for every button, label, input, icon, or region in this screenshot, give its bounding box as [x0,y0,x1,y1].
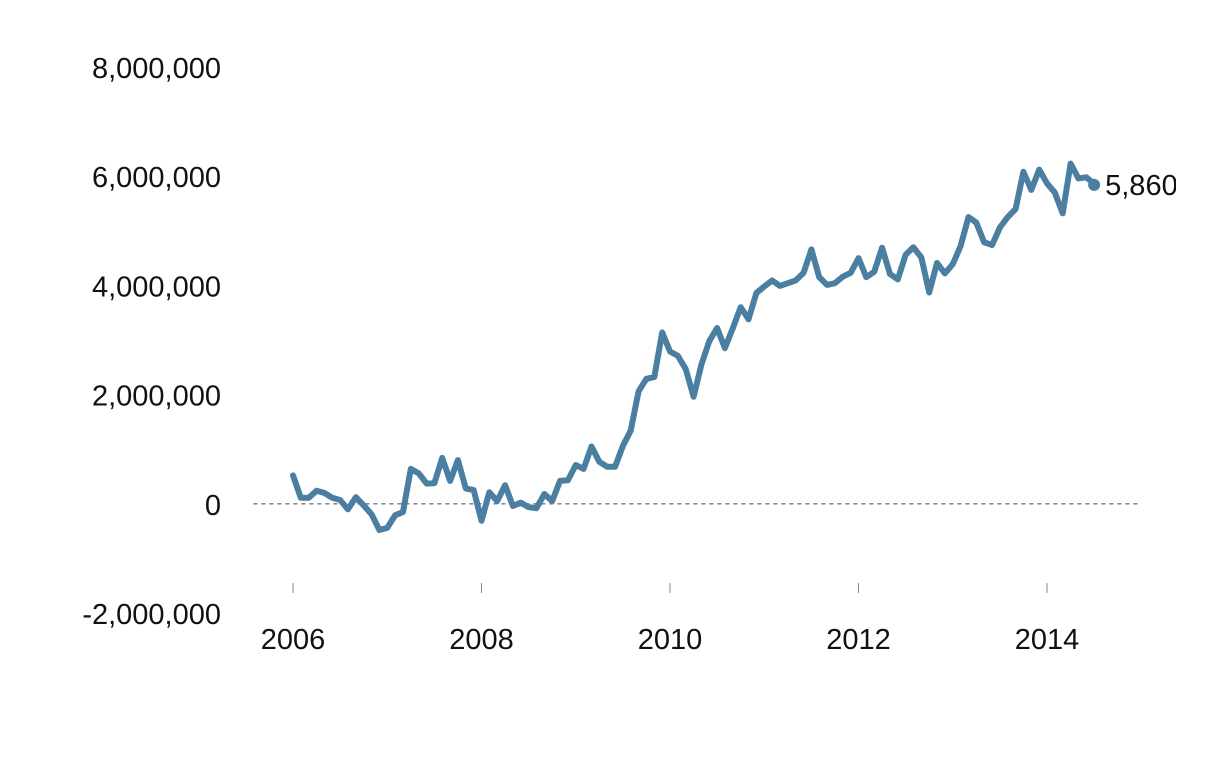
end-point-marker [1088,178,1101,191]
y-tick-label: -2,000,000 [82,599,221,631]
x-tick-label: 2008 [449,624,514,656]
plot-area: 5,860 [253,160,1178,533]
y-tick-label: 8,000,000 [92,53,221,85]
x-tick-label: 2006 [261,624,326,656]
x-tick-label: 2014 [1015,624,1080,656]
y-tick-label: 0 [205,490,221,522]
series-line [290,160,1098,533]
end-value-label: 5,860 [1105,170,1178,202]
y-tick-label: 4,000,000 [92,271,221,303]
y-tick-label: 6,000,000 [92,162,221,194]
x-axis: 2006 2008 2010 2012 2014 [261,583,1080,656]
y-axis: -2,000,000 0 2,000,000 4,000,000 6,000,000 8,… [82,53,221,631]
x-tick-label: 2010 [638,624,703,656]
y-tick-label: 2,000,000 [92,381,221,413]
x-tick-label: 2012 [826,624,891,656]
